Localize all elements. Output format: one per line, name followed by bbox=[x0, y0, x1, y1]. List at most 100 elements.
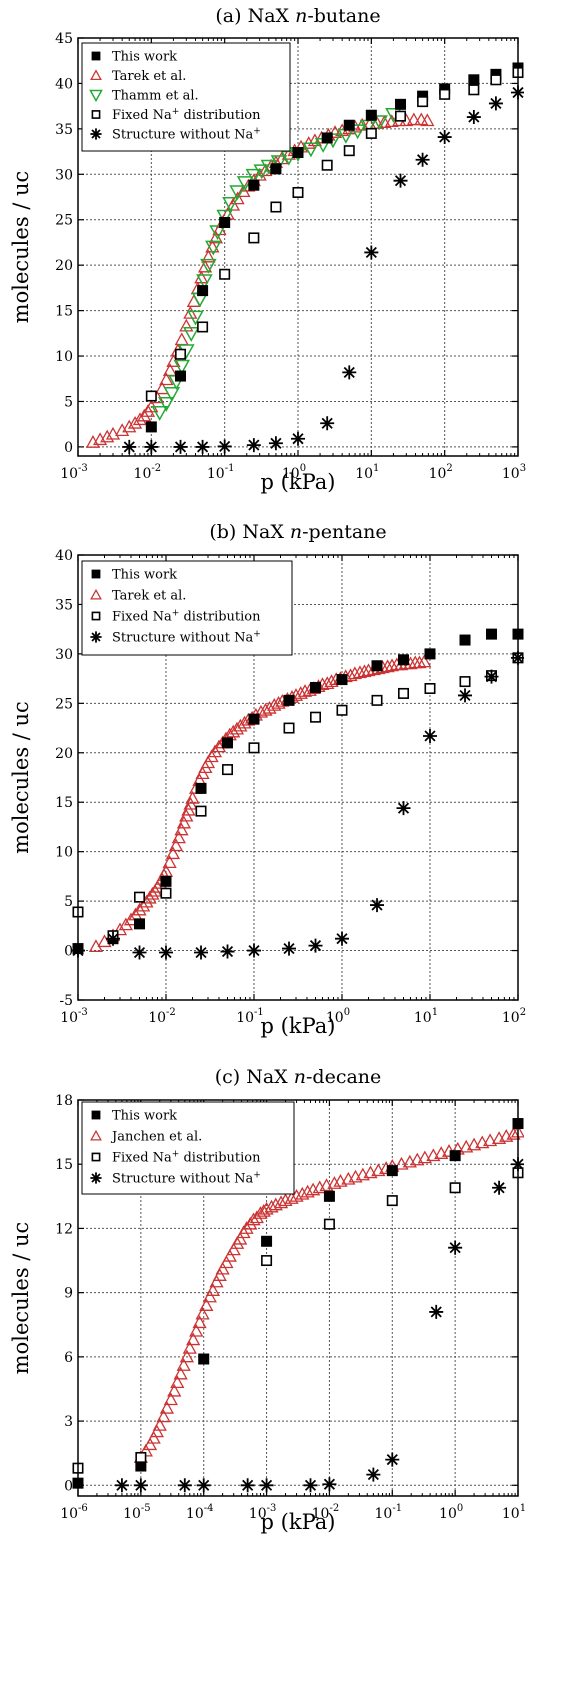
y-tick-label: 0 bbox=[64, 440, 73, 456]
x-tick-label: 101 bbox=[502, 1503, 526, 1522]
data-point bbox=[488, 96, 503, 111]
data-point bbox=[171, 830, 186, 844]
data-point bbox=[321, 132, 333, 144]
data-point bbox=[371, 660, 383, 672]
data-point bbox=[132, 412, 148, 426]
y-tick-label: 40 bbox=[55, 548, 73, 564]
legend-entry: Janchen et al. bbox=[90, 1129, 202, 1145]
data-point bbox=[483, 1133, 498, 1147]
legend-label: Structure without Na+ bbox=[112, 1171, 261, 1187]
y-tick-label: 6 bbox=[64, 1350, 73, 1366]
data-point bbox=[439, 88, 451, 100]
data-point bbox=[217, 439, 232, 454]
data-point bbox=[448, 1240, 463, 1255]
legend-box bbox=[81, 560, 293, 656]
data-point bbox=[366, 1467, 381, 1482]
data-point bbox=[357, 664, 372, 678]
data-point bbox=[343, 668, 358, 682]
y-axis-label: molecules / uc bbox=[9, 1222, 33, 1375]
y-tick-label: 3 bbox=[64, 1414, 73, 1430]
data-point bbox=[167, 1383, 182, 1397]
data-point bbox=[174, 332, 189, 346]
data-point bbox=[248, 232, 260, 244]
data-point bbox=[429, 1304, 444, 1319]
x-tick-label: 102 bbox=[429, 463, 453, 482]
y-tick-label: 10 bbox=[55, 349, 73, 365]
data-point bbox=[159, 1400, 175, 1414]
data-point bbox=[417, 1150, 432, 1164]
legend-box bbox=[81, 42, 291, 152]
data-point bbox=[343, 145, 355, 157]
data-point bbox=[384, 658, 400, 672]
data-point bbox=[134, 891, 146, 903]
series-3 bbox=[145, 67, 524, 402]
data-point bbox=[248, 713, 260, 725]
data-point bbox=[459, 676, 471, 688]
data-point bbox=[173, 359, 191, 375]
data-point bbox=[145, 886, 160, 900]
data-point bbox=[261, 1235, 273, 1247]
data-point bbox=[149, 1424, 165, 1438]
data-point bbox=[449, 1150, 461, 1162]
data-point bbox=[163, 1392, 178, 1406]
plot-area bbox=[72, 628, 524, 960]
x-tick-label: 10-2 bbox=[312, 1503, 340, 1522]
data-point bbox=[417, 96, 429, 108]
data-point bbox=[137, 408, 152, 422]
data-point bbox=[173, 1366, 188, 1380]
data-point bbox=[297, 684, 313, 697]
x-tick-label: 100 bbox=[439, 1503, 463, 1522]
y-tick-label: 15 bbox=[55, 304, 73, 320]
x-tick-label: 100 bbox=[326, 1007, 350, 1026]
legend-entry: Fixed Na+ distribution bbox=[91, 609, 261, 625]
data-point bbox=[249, 1210, 264, 1224]
legend-marker bbox=[90, 1129, 102, 1141]
data-point bbox=[466, 110, 481, 125]
data-point bbox=[175, 348, 187, 360]
x-tick-label: 10-3 bbox=[60, 1007, 88, 1026]
data-point bbox=[176, 815, 192, 829]
data-point bbox=[395, 110, 407, 122]
data-point bbox=[215, 1261, 230, 1275]
y-tick-label: 5 bbox=[64, 394, 73, 410]
data-point bbox=[321, 159, 333, 171]
data-point bbox=[342, 365, 357, 380]
x-tick-label: 10-2 bbox=[148, 1007, 176, 1026]
y-tick-label: 18 bbox=[55, 1093, 73, 1109]
data-point bbox=[303, 1478, 318, 1493]
data-point bbox=[310, 682, 322, 694]
data-point bbox=[165, 846, 181, 860]
data-point bbox=[349, 124, 366, 140]
data-point bbox=[195, 782, 207, 794]
plot-area bbox=[85, 62, 524, 454]
data-point bbox=[133, 1478, 148, 1493]
data-point bbox=[468, 74, 480, 86]
data-point bbox=[302, 142, 320, 158]
data-point bbox=[365, 127, 377, 139]
data-point bbox=[197, 259, 213, 273]
data-point bbox=[458, 688, 473, 703]
data-point bbox=[195, 439, 210, 454]
x-tick-label: 10-3 bbox=[60, 463, 88, 482]
legend-marker bbox=[91, 51, 101, 61]
y-axis-label: molecules / uc bbox=[9, 701, 33, 854]
legend-entry: This work bbox=[91, 568, 177, 583]
data-point bbox=[158, 396, 175, 412]
legend-entry: Tarek et al. bbox=[90, 69, 186, 84]
data-point bbox=[268, 1197, 283, 1211]
chart-title: (a) NaX n-butane bbox=[215, 5, 380, 27]
data-point bbox=[336, 674, 348, 686]
x-axis: 10-3 10-2 10-1 100 101 102 bbox=[60, 555, 526, 1026]
data-point bbox=[284, 1191, 299, 1204]
x-axis-label: p (kPa) bbox=[261, 470, 336, 494]
y-tick-label: 5 bbox=[64, 894, 73, 910]
legend-entry: This work bbox=[91, 50, 177, 65]
x-tick-label: 10-4 bbox=[186, 1503, 214, 1522]
data-point bbox=[152, 1418, 167, 1431]
data-point bbox=[364, 245, 379, 260]
data-point bbox=[168, 838, 184, 852]
data-point bbox=[335, 931, 349, 946]
data-point bbox=[282, 941, 297, 956]
data-point bbox=[162, 855, 177, 868]
